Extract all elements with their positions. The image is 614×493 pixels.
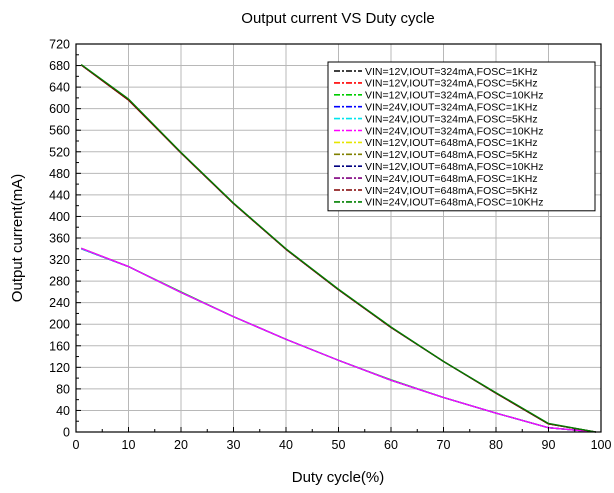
legend-box [327, 61, 596, 212]
legend-label: VIN=12V,IOUT=648mA,FOSC=5KHz [365, 149, 538, 161]
y-tick-label: 320 [49, 253, 70, 267]
legend-label: VIN=12V,IOUT=648mA,FOSC=1KHz [365, 137, 538, 149]
y-tick-label: 400 [49, 210, 70, 224]
x-tick-label: 0 [73, 438, 80, 452]
x-tick-label: 70 [437, 438, 451, 452]
legend-label: VIN=12V,IOUT=324mA,FOSC=1KHz [365, 66, 538, 78]
y-axis-label: Output current(mA) [9, 174, 26, 302]
y-tick-label: 40 [56, 404, 70, 418]
legend-label: VIN=12V,IOUT=324mA,FOSC=5KHz [365, 78, 538, 90]
y-tick-label: 600 [49, 102, 70, 116]
x-tick-label: 50 [332, 438, 346, 452]
y-tick-label: 160 [49, 339, 70, 353]
legend-label: VIN=12V,IOUT=324mA,FOSC=10KHz [365, 90, 544, 102]
y-tick-label: 80 [56, 382, 70, 396]
series-lines [80, 63, 596, 433]
x-tick-label: 100 [591, 438, 612, 452]
y-tick-label: 480 [49, 167, 70, 181]
legend-label: VIN=24V,IOUT=648mA,FOSC=1KHz [365, 173, 538, 185]
chart-title: Output current VS Duty cycle [241, 10, 434, 27]
y-tick-label: 680 [49, 59, 70, 73]
legend-label: VIN=24V,IOUT=648mA,FOSC=10KHz [365, 197, 544, 209]
y-tick-label: 240 [49, 296, 70, 310]
y-tick-label: 440 [49, 188, 70, 202]
x-axis-label: Duty cycle(%) [292, 469, 385, 486]
legend-label: VIN=24V,IOUT=324mA,FOSC=1KHz [365, 102, 538, 114]
x-tick-label: 30 [227, 438, 241, 452]
y-tick-label: 720 [49, 38, 70, 52]
y-tick-label: 360 [49, 232, 70, 246]
x-tick-label: 10 [122, 438, 136, 452]
y-tick-label: 200 [49, 318, 70, 332]
legend-label: VIN=24V,IOUT=324mA,FOSC=5KHz [365, 113, 538, 125]
x-tick-label: 20 [174, 438, 188, 452]
y-tick-label: 0 [63, 426, 70, 440]
series-line [80, 63, 596, 433]
y-tick-label: 120 [49, 361, 70, 375]
axis-ticks: 0 10 20 30 40 50 60 70 80 90 100 0 40 80 120 160 200 240 2… [49, 38, 611, 453]
y-tick-label: 280 [49, 275, 70, 289]
x-tick-label: 90 [542, 438, 556, 452]
y-tick-label: 560 [49, 124, 70, 138]
x-tick-label: 60 [384, 438, 398, 452]
series-line [81, 247, 596, 433]
legend-label: VIN=12V,IOUT=648mA,FOSC=10KHz [365, 161, 544, 173]
y-tick-label: 640 [49, 81, 70, 95]
x-tick-label: 40 [279, 438, 293, 452]
y-tick-label: 520 [49, 145, 70, 159]
legend-label: VIN=24V,IOUT=324mA,FOSC=10KHz [365, 125, 544, 137]
legend: VIN=12V,IOUT=324mA,FOSC=1KHzVIN=12V,IOUT… [327, 61, 596, 212]
x-tick-label: 80 [489, 438, 503, 452]
legend-label: VIN=24V,IOUT=648mA,FOSC=5KHz [365, 185, 538, 197]
